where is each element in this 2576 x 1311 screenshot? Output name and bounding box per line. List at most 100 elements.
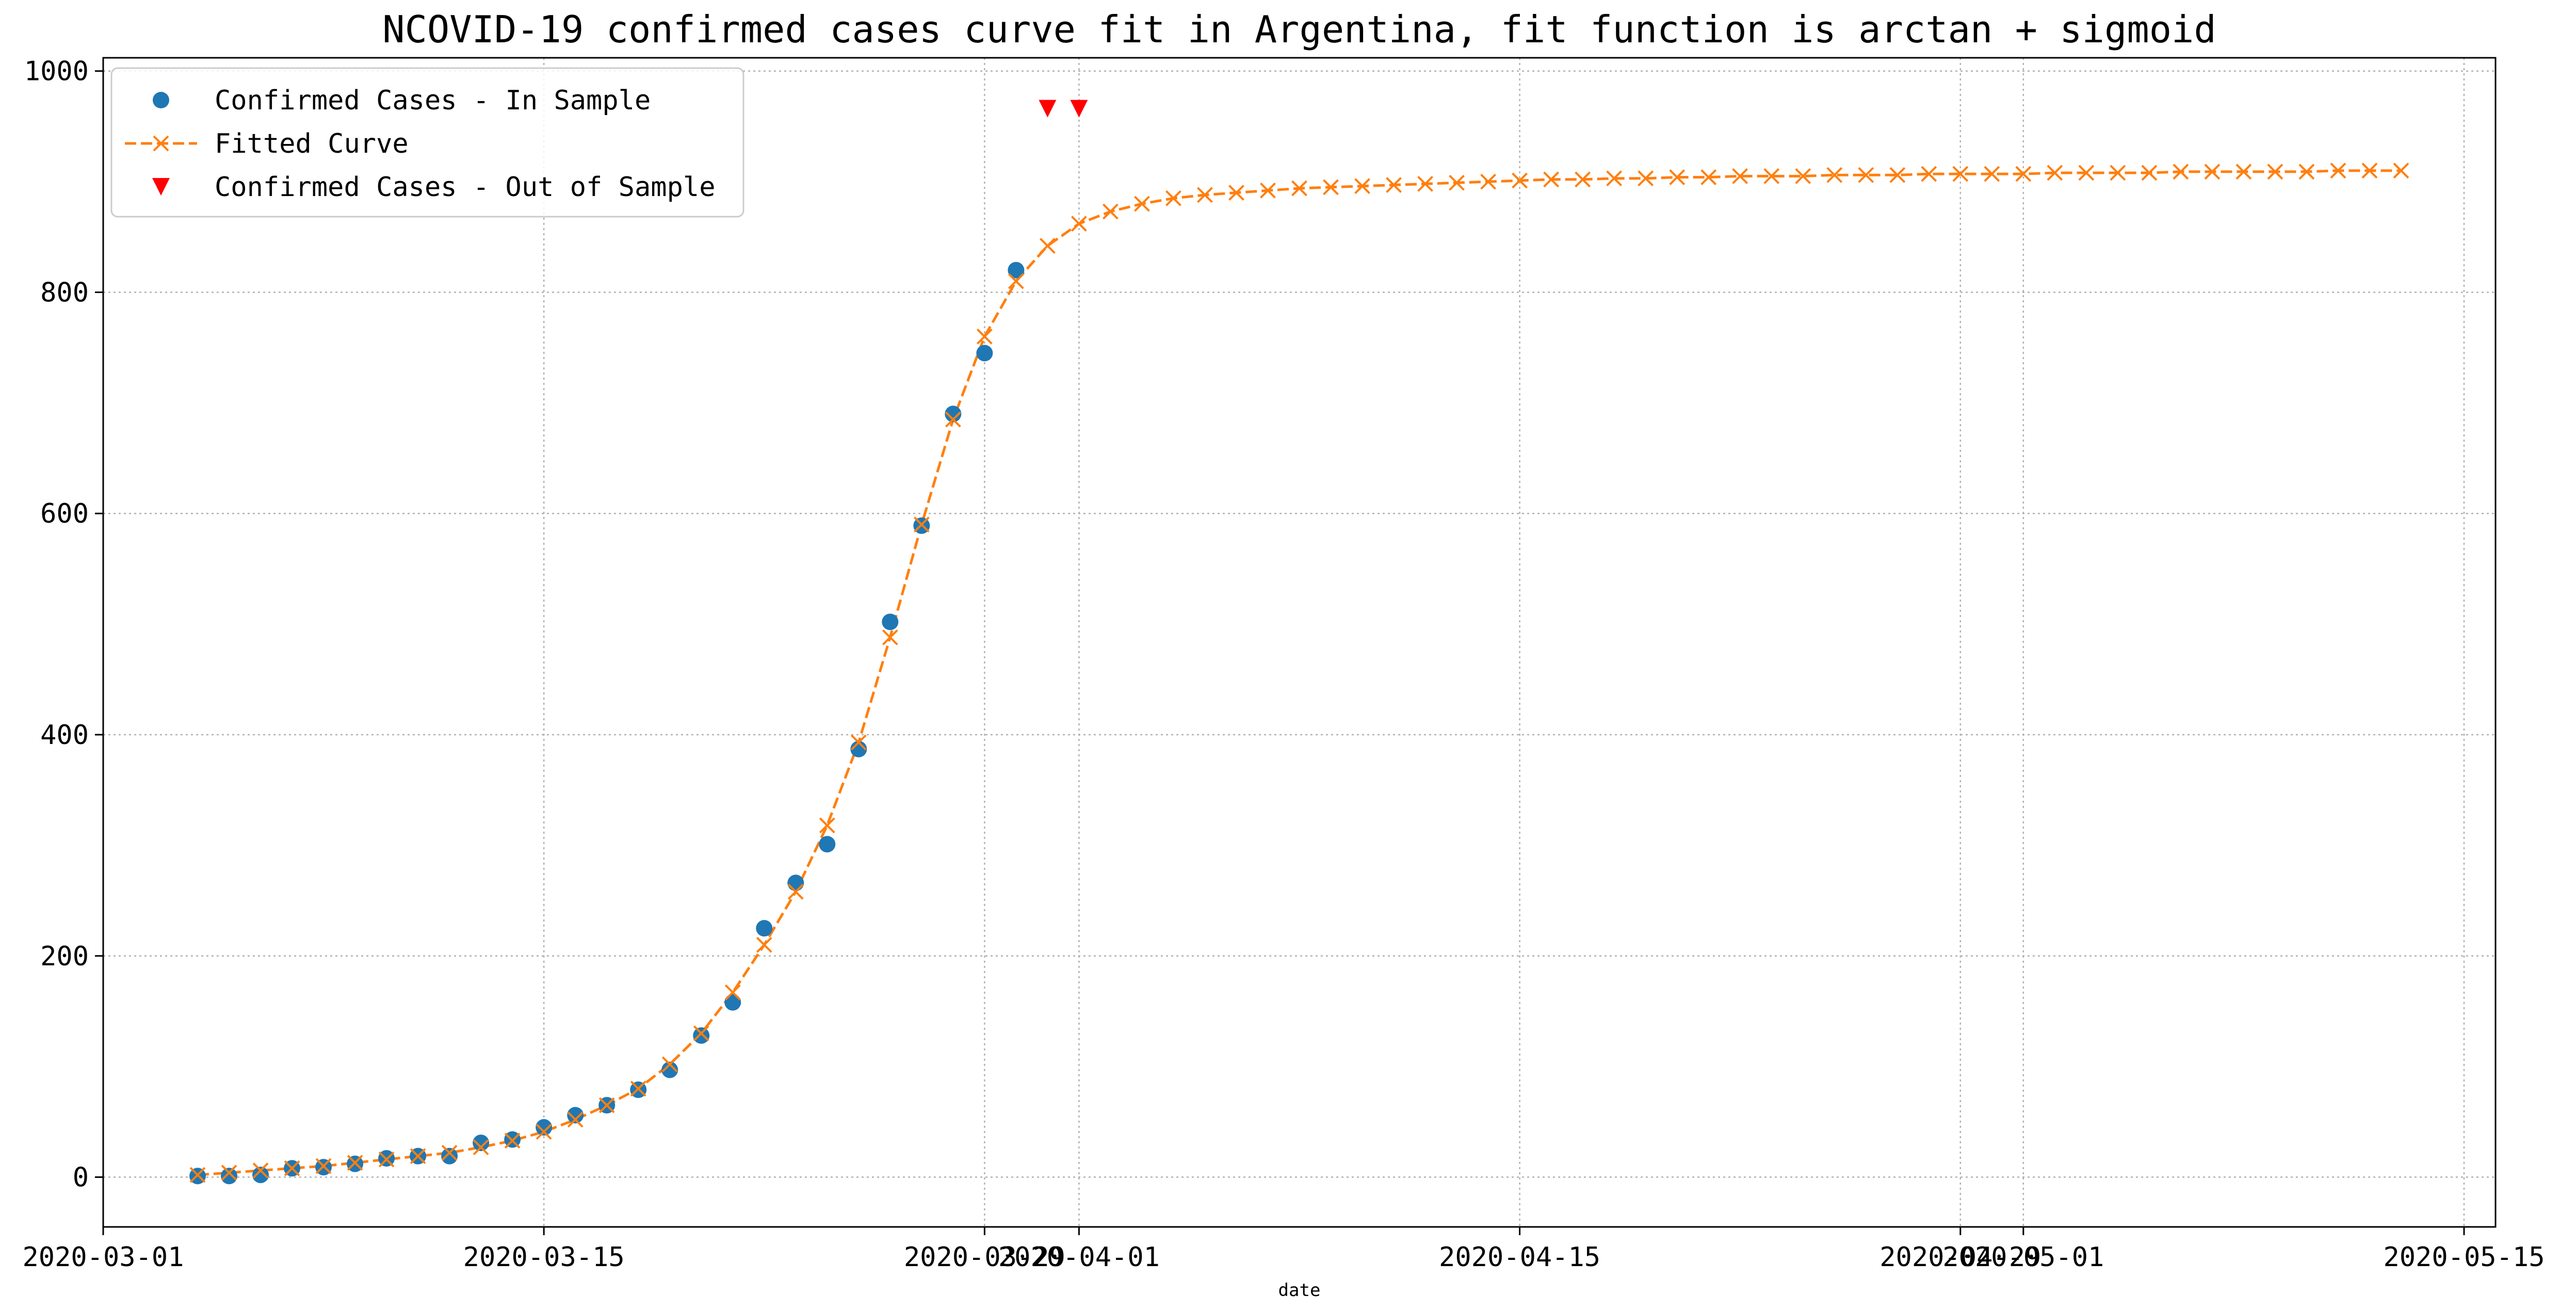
- x-tick-label: 2020-03-01: [22, 1242, 184, 1273]
- x-marker-stroke: [1008, 273, 1024, 289]
- fitted-curve-marker: [1638, 170, 1654, 187]
- x-marker-stroke: [756, 936, 772, 953]
- fitted-curve-marker: [882, 629, 898, 645]
- out-of-sample-point: [1070, 100, 1088, 118]
- in-sample-point: [756, 920, 773, 937]
- x-marker-stroke: [630, 1080, 646, 1097]
- x-marker-stroke: [1480, 173, 1496, 190]
- x-axis-label: date: [1278, 1280, 1321, 1301]
- fitted-curve-marker: [1700, 169, 1717, 185]
- fitted-curve-marker: [1228, 185, 1244, 201]
- fitted-curve-marker: [189, 1167, 206, 1183]
- x-marker-stroke: [473, 1139, 489, 1156]
- fitted-curve-marker: [630, 1080, 646, 1097]
- x-marker-stroke: [598, 1097, 615, 1113]
- legend-label: Fitted Curve: [215, 128, 409, 159]
- fitted-curve-marker: [536, 1124, 552, 1140]
- x-marker-stroke: [913, 516, 930, 533]
- fitted-curve-marker: [661, 1056, 678, 1073]
- fitted-curve-marker: [1197, 187, 1213, 203]
- in-sample-point: [473, 1135, 490, 1152]
- x-marker-stroke: [1323, 179, 1339, 196]
- x-tick-label: 2020-03-29: [904, 1242, 1065, 1273]
- x-marker-stroke: [1449, 174, 1465, 191]
- fitted-curve-marker: [1134, 196, 1150, 212]
- fitted-curve-marker: [945, 411, 961, 428]
- legend-label: Confirmed Cases - Out of Sample: [215, 172, 716, 203]
- x-tick-label: 2020-04-29: [1880, 1242, 2041, 1273]
- fitted-curve-marker: [1354, 178, 1370, 195]
- x-marker-stroke: [2204, 164, 2221, 180]
- fitted-curve-marker: [1165, 190, 1181, 206]
- in-sample-point: [850, 740, 867, 757]
- in-sample-point: [819, 836, 836, 853]
- x-marker-stroke: [347, 1155, 363, 1171]
- x-marker-stroke: [2110, 165, 2126, 181]
- x-marker-stroke: [1638, 170, 1654, 187]
- in-sample-point: [661, 1061, 678, 1078]
- x-marker-stroke: [1386, 177, 1402, 193]
- x-marker-stroke: [1165, 190, 1181, 206]
- fitted-curve-marker: [1606, 170, 1623, 187]
- legend-out-of-sample-handle: [152, 178, 170, 196]
- x-marker-stroke: [1889, 167, 1906, 183]
- in-sample-point: [441, 1147, 458, 1164]
- fitted-curve-marker: [1008, 273, 1024, 289]
- x-marker-stroke: [1134, 196, 1150, 212]
- fitted-curve-marker: [1921, 166, 1937, 182]
- x-marker-stroke: [850, 734, 867, 751]
- x-tick-label: 2020-03-15: [463, 1242, 625, 1273]
- fitted-curve-marker: [2267, 164, 2283, 180]
- x-marker-stroke: [976, 328, 993, 345]
- x-marker-stroke: [1354, 178, 1370, 195]
- fitted-curve-marker: [1103, 203, 1119, 220]
- axes-frame: [102, 57, 2497, 1228]
- fitted-curve-marker: [756, 936, 772, 953]
- x-marker-stroke: [787, 884, 804, 900]
- fitted-curve-marker: [1543, 171, 1560, 188]
- in-sample-point: [787, 875, 804, 892]
- x-marker-stroke: [1700, 169, 1717, 185]
- fitted-curve-marker: [2330, 163, 2346, 179]
- fitted-curve-marker: [693, 1025, 709, 1042]
- fitted-curve-marker: [2047, 165, 2063, 181]
- fitted-curve-marker: [1291, 180, 1307, 197]
- fitted-curve-marker: [1669, 169, 1686, 185]
- in-sample-point: [724, 994, 741, 1011]
- fitted-curve-marker: [2361, 163, 2378, 179]
- x-marker-stroke: [1921, 166, 1937, 182]
- in-sample-point: [536, 1119, 553, 1136]
- x-marker-stroke: [2267, 164, 2283, 180]
- fitted-curve-marker: [913, 516, 930, 533]
- fitted-curve-marker: [284, 1160, 300, 1176]
- fitted-curve-marker: [2393, 163, 2409, 179]
- x-marker-stroke: [1669, 169, 1686, 185]
- x-tick-label: 2020-05-15: [2383, 1242, 2545, 1273]
- x-marker-stroke: [693, 1025, 709, 1042]
- fitted-curve-marker: [1858, 167, 1874, 183]
- legend-fitted-handle: [153, 135, 169, 152]
- fitted-curve-marker: [2235, 164, 2252, 180]
- fitted-curve-marker: [1449, 174, 1465, 191]
- x-marker-stroke: [1575, 171, 1591, 188]
- fitted-curve-marker: [724, 984, 741, 1000]
- fitted-curve-marker: [1386, 177, 1402, 193]
- x-marker-stroke: [661, 1056, 678, 1073]
- in-sample-point: [1008, 262, 1025, 279]
- y-tick-label: 0: [73, 1162, 89, 1193]
- x-marker-stroke: [1606, 170, 1623, 187]
- x-marker-stroke: [2078, 165, 2095, 181]
- x-marker-stroke: [441, 1144, 458, 1161]
- fitted-curve-marker: [1763, 168, 1780, 184]
- x-marker-stroke: [1228, 185, 1244, 201]
- x-marker-stroke: [945, 411, 961, 428]
- fitted-curve-marker: [1512, 172, 1528, 189]
- x-marker-stroke: [1984, 166, 2000, 182]
- in-sample-point: [693, 1027, 710, 1044]
- x-marker-stroke: [504, 1132, 521, 1149]
- x-marker-stroke: [1858, 167, 1874, 183]
- x-marker-stroke: [1103, 203, 1119, 220]
- fitted-curve-marker: [2173, 164, 2189, 180]
- y-tick-label: 200: [40, 941, 89, 972]
